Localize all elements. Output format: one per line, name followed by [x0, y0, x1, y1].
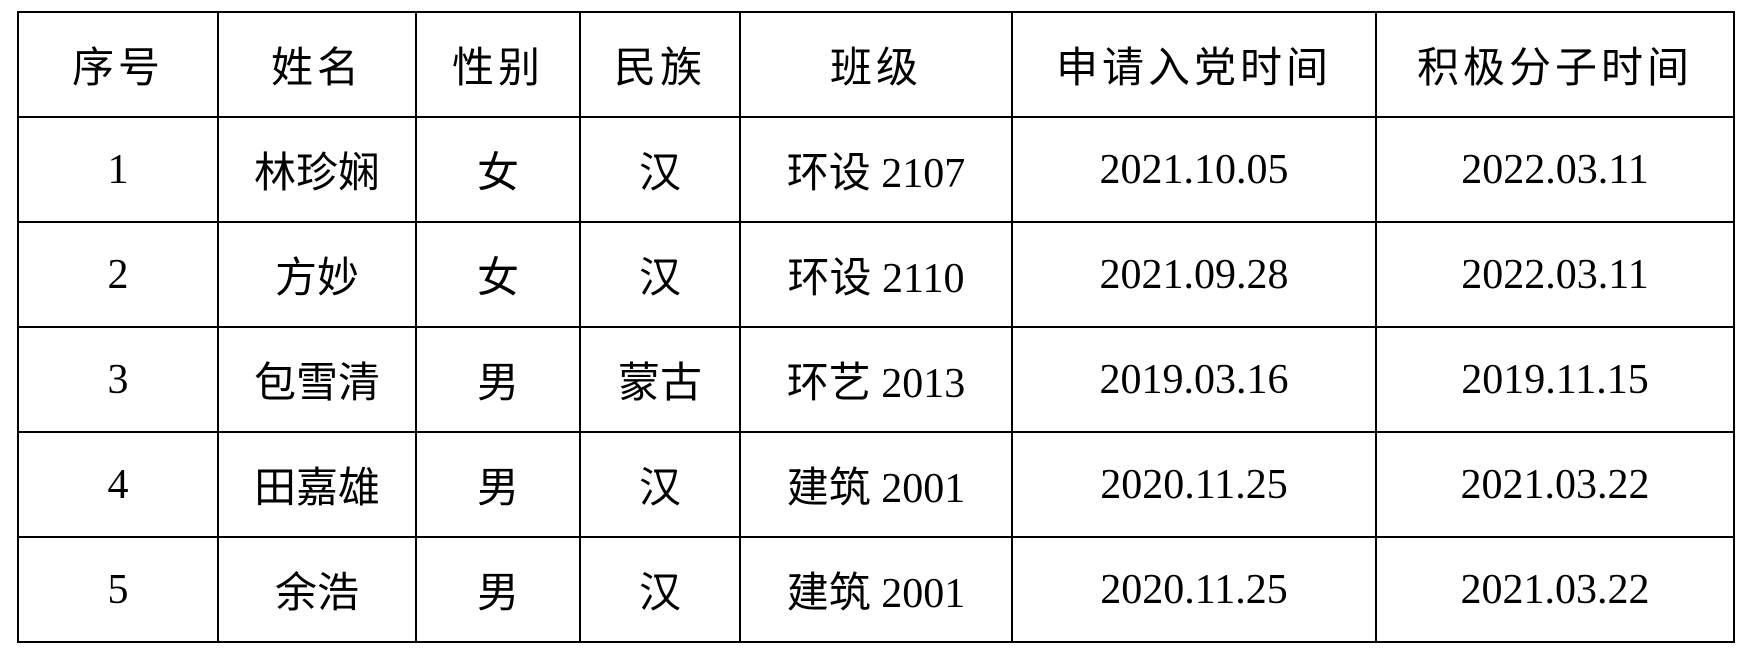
cell-index: 3 — [17, 326, 219, 433]
cell-activist-date: 2022.03.11 — [1375, 116, 1735, 223]
header-index: 序号 — [17, 11, 219, 118]
cell-gender: 男 — [415, 431, 581, 538]
header-activist-date: 积极分子时间 — [1375, 11, 1735, 118]
cell-class: 环设 2110 — [739, 221, 1013, 328]
cell-ethnicity: 汉 — [579, 431, 741, 538]
cell-application-date: 2020.11.25 — [1011, 536, 1377, 643]
cell-application-date: 2019.03.16 — [1011, 326, 1377, 433]
cell-class: 建筑 2001 — [739, 536, 1013, 643]
cell-class: 建筑 2001 — [739, 431, 1013, 538]
cell-gender: 男 — [415, 326, 581, 433]
cell-name: 田嘉雄 — [217, 431, 417, 538]
cell-index: 1 — [17, 116, 219, 223]
cell-ethnicity: 蒙古 — [579, 326, 741, 433]
cell-gender: 女 — [415, 221, 581, 328]
header-gender: 性别 — [415, 11, 581, 118]
header-row: 序号 姓名 性别 民族 班级 申请入党时间 积极分子时间 — [17, 11, 1735, 118]
cell-activist-date: 2019.11.15 — [1375, 326, 1735, 433]
table-row: 2 方妙女汉环设 2110 2021.09.28 2022.03.11 — [17, 221, 1735, 328]
cell-application-date: 2021.09.28 — [1011, 221, 1377, 328]
cell-ethnicity: 汉 — [579, 116, 741, 223]
cell-index: 4 — [17, 431, 219, 538]
cell-gender: 男 — [415, 536, 581, 643]
header-name: 姓名 — [217, 11, 417, 118]
table-row: 1 林珍娴女汉环设 2107 2021.10.05 2022.03.11 — [17, 116, 1735, 223]
header-ethnicity: 民族 — [579, 11, 741, 118]
cell-name: 方妙 — [217, 221, 417, 328]
cell-application-date: 2020.11.25 — [1011, 431, 1377, 538]
table-row: 4 田嘉雄男汉建筑 2001 2020.11.25 2021.03.22 — [17, 431, 1735, 538]
cell-index: 5 — [17, 536, 219, 643]
cell-gender: 女 — [415, 116, 581, 223]
cell-activist-date: 2022.03.11 — [1375, 221, 1735, 328]
table-row: 5 余浩男汉建筑 2001 2020.11.25 2021.03.22 — [17, 536, 1735, 643]
header-application-date: 申请入党时间 — [1011, 11, 1377, 118]
cell-application-date: 2021.10.05 — [1011, 116, 1377, 223]
header-class: 班级 — [739, 11, 1013, 118]
cell-class: 环设 2107 — [739, 116, 1013, 223]
cell-name: 林珍娴 — [217, 116, 417, 223]
cell-index: 2 — [17, 221, 219, 328]
cell-name: 包雪清 — [217, 326, 417, 433]
cell-name: 余浩 — [217, 536, 417, 643]
cell-ethnicity: 汉 — [579, 221, 741, 328]
cell-activist-date: 2021.03.22 — [1375, 431, 1735, 538]
cell-class: 环艺 2013 — [739, 326, 1013, 433]
cell-ethnicity: 汉 — [579, 536, 741, 643]
table-row: 3 包雪清男蒙古 环艺 2013 2019.03.16 2019.11.15 — [17, 326, 1735, 433]
member-table: 序号 姓名 性别 民族 班级 申请入党时间 积极分子时间 1 林珍娴女汉环设 2107 2021… — [17, 11, 1735, 643]
cell-activist-date: 2021.03.22 — [1375, 536, 1735, 643]
